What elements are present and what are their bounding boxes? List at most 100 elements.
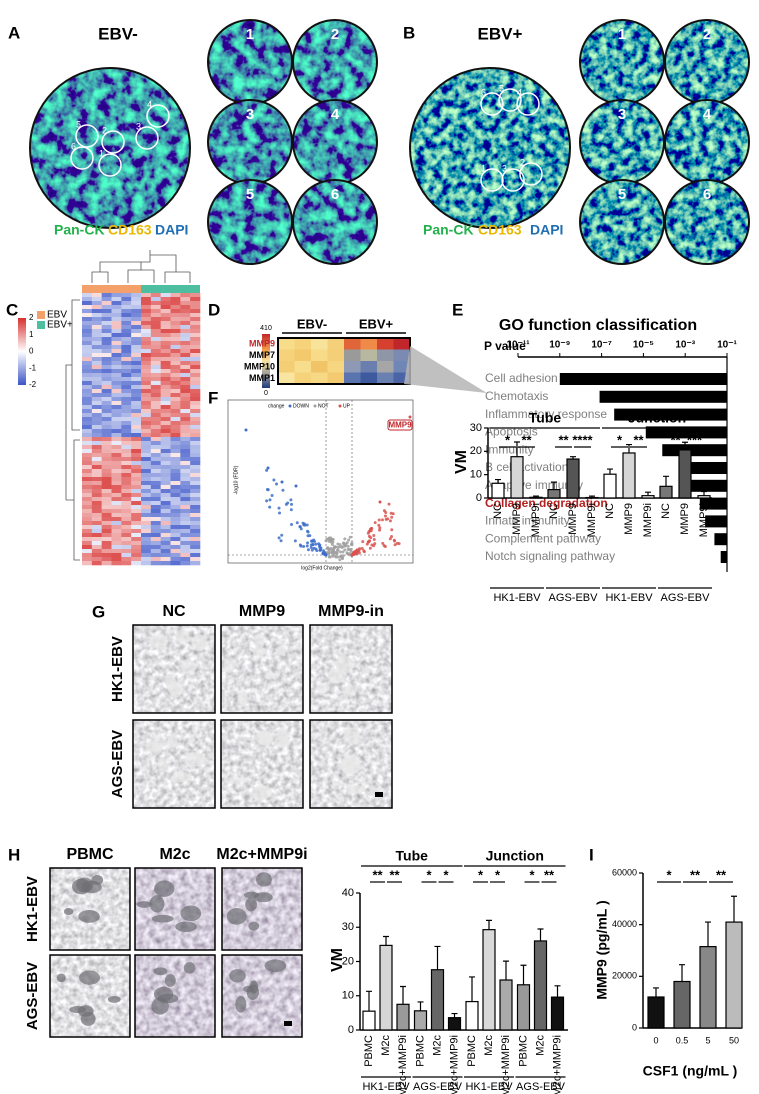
heatmap-cell bbox=[160, 357, 171, 362]
heatmap-cell bbox=[121, 385, 132, 390]
y-tick-label: 40000 bbox=[612, 919, 637, 929]
column-header: MMP9 bbox=[239, 603, 285, 620]
heatmap-cell bbox=[101, 341, 112, 346]
error-bar bbox=[533, 495, 539, 498]
heatmap-cell bbox=[190, 357, 201, 362]
heatmap-cell bbox=[82, 373, 93, 378]
x-tick-label: PBMC bbox=[517, 1035, 529, 1067]
heatmap-cell bbox=[160, 537, 171, 542]
heatmap-cell bbox=[121, 497, 132, 502]
heatmap-cell bbox=[141, 561, 152, 566]
heatmap-cell bbox=[190, 353, 201, 358]
volcano-point bbox=[348, 535, 352, 539]
heatmap-cell bbox=[150, 297, 161, 302]
micrograph-feature bbox=[136, 901, 152, 908]
heatmap-cell bbox=[101, 381, 112, 386]
heatmap-cell bbox=[141, 405, 152, 410]
heatmap-cell bbox=[327, 372, 345, 385]
heatmap-cell bbox=[150, 445, 161, 450]
volcano-point bbox=[382, 509, 386, 513]
heatmap-cell bbox=[180, 345, 191, 350]
heatmap-cell bbox=[160, 293, 171, 298]
volcano-point bbox=[305, 544, 309, 548]
volcano-point bbox=[408, 415, 412, 419]
heatmap-cell bbox=[111, 373, 122, 378]
column-header: PBMC bbox=[66, 846, 114, 863]
heatmap-cell bbox=[91, 329, 102, 334]
heatmap-cell bbox=[131, 381, 142, 386]
heatmap-cell bbox=[131, 325, 142, 330]
x-tick-label: M2c bbox=[380, 1035, 392, 1056]
category-label: Notch signaling pathway bbox=[485, 549, 615, 563]
heatmap-cell bbox=[141, 517, 152, 522]
heatmap-cell bbox=[190, 525, 201, 530]
heatmap-cell bbox=[91, 417, 102, 422]
heatmap-cell bbox=[150, 433, 161, 438]
heatmap-cell bbox=[131, 389, 142, 394]
heatmap-cell bbox=[141, 413, 152, 418]
heatmap-cell bbox=[190, 325, 201, 330]
micrograph-feature bbox=[56, 973, 66, 983]
heatmap-cell bbox=[111, 437, 122, 442]
heatmap-cell bbox=[131, 393, 142, 398]
heatmap-cell bbox=[294, 338, 312, 350]
heatmap-cell bbox=[131, 541, 142, 546]
heatmap-cell bbox=[190, 461, 201, 466]
error-bar bbox=[682, 441, 688, 450]
x-tick-label: NC bbox=[660, 503, 672, 519]
heatmap-cell bbox=[170, 385, 181, 390]
volcano-point bbox=[277, 506, 281, 510]
legend-label: DOWN bbox=[293, 403, 309, 409]
heatmap-cell bbox=[82, 473, 93, 478]
volcano-point bbox=[387, 502, 391, 506]
scale-label: 410 bbox=[260, 325, 272, 332]
heatmap-cell bbox=[121, 549, 132, 554]
heatmap-cell bbox=[91, 309, 102, 314]
heatmap-cell bbox=[101, 493, 112, 498]
panel-label: F bbox=[208, 388, 218, 407]
roi-number: 5 bbox=[76, 119, 81, 129]
heatmap-cell bbox=[190, 309, 201, 314]
heatmap-cell bbox=[101, 469, 112, 474]
bar bbox=[362, 1010, 376, 1031]
heatmap-cell bbox=[141, 337, 152, 342]
heatmap-cell bbox=[141, 449, 152, 454]
heatmap-cell bbox=[150, 353, 161, 358]
heatmap-cell bbox=[180, 553, 191, 558]
volcano-point bbox=[343, 548, 347, 552]
heatmap-cell bbox=[141, 529, 152, 534]
heatmap-cell bbox=[91, 317, 102, 322]
heatmap-cell bbox=[170, 505, 181, 510]
heatmap-cell bbox=[91, 485, 102, 490]
micrograph-feature bbox=[148, 634, 168, 649]
heatmap-cell bbox=[150, 537, 161, 542]
heatmap-cell bbox=[190, 349, 201, 354]
heatmap-cell bbox=[141, 469, 152, 474]
heatmap-cell bbox=[170, 509, 181, 514]
volcano-point bbox=[350, 553, 354, 557]
heatmap-cell bbox=[141, 345, 152, 350]
heatmap-cell bbox=[170, 425, 181, 430]
heatmap-cell bbox=[150, 341, 161, 346]
micrograph-feature bbox=[235, 995, 247, 1013]
y-tick-label: 20000 bbox=[612, 971, 637, 981]
x-tick-label: MMP9i bbox=[698, 503, 710, 537]
volcano-point bbox=[347, 538, 351, 542]
heatmap-cell bbox=[393, 349, 411, 362]
heatmap-cell bbox=[190, 373, 201, 378]
volcano-point bbox=[346, 544, 350, 548]
significance-label: ** bbox=[716, 867, 727, 882]
x-tick-label: M2c+MMP9i bbox=[448, 1035, 460, 1094]
heatmap-cell bbox=[131, 425, 142, 430]
heatmap-cell bbox=[190, 529, 201, 534]
heatmap-cell bbox=[170, 365, 181, 370]
heatmap-cell bbox=[121, 429, 132, 434]
heatmap-cell bbox=[327, 361, 345, 373]
heatmap-cell bbox=[180, 297, 191, 302]
heatmap-cell bbox=[111, 349, 122, 354]
stain-label: DAPI bbox=[155, 222, 188, 238]
heatmap-cell bbox=[160, 337, 171, 342]
volcano-point bbox=[324, 553, 328, 557]
heatmap-cell bbox=[190, 429, 201, 434]
heatmap-cell bbox=[82, 357, 93, 362]
